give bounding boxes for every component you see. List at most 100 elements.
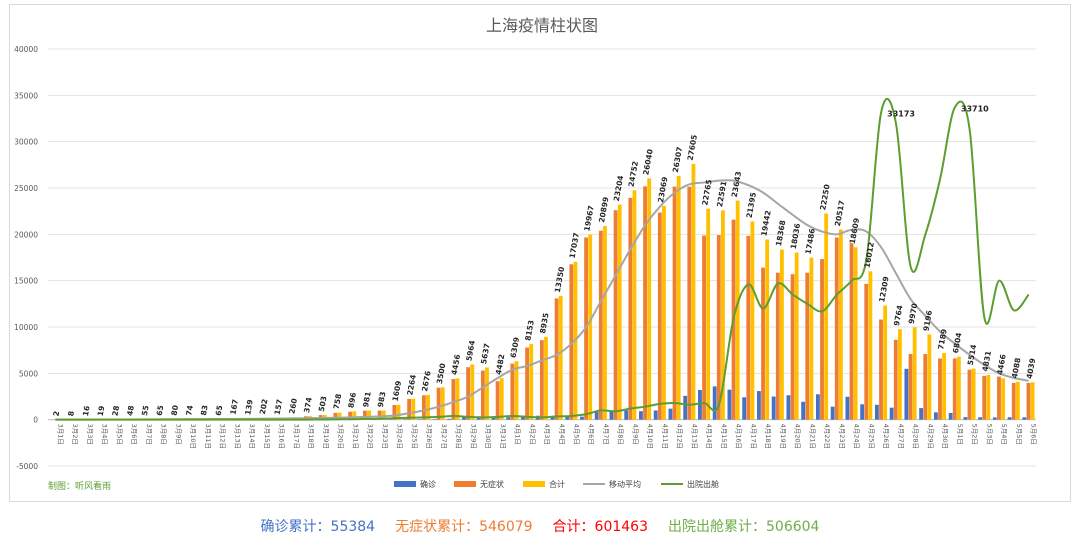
data-label: 80 [169,404,180,416]
data-label: 8153 [523,319,535,341]
legend-item: 出院出舱 [661,479,719,489]
data-label: 83 [199,404,210,416]
data-label: 19442 [759,210,772,237]
bar-合计 [1001,378,1006,420]
bar-确诊 [639,411,643,420]
bar-无症状 [362,410,367,420]
data-label: 9764 [892,304,904,326]
bar-确诊 [830,406,835,420]
bar-无症状 [908,354,913,420]
bar-确诊 [624,410,629,420]
data-label: 4482 [494,353,506,375]
data-label: 157 [273,399,285,416]
bar-合计 [558,295,563,420]
data-label: 74 [184,404,195,416]
data-label: 22591 [715,180,728,207]
bar-合计 [706,208,711,420]
x-tick-label: 3月1日 [56,424,64,445]
x-tick-label: 4月8日 [617,424,625,445]
data-label: 55 [140,405,151,417]
bar-确诊 [919,408,924,420]
data-label: 26307 [671,146,684,173]
bar-合计 [986,374,991,420]
x-tick-label: 3月14日 [248,424,256,449]
data-label: 6804 [951,332,963,354]
bar-无症状 [436,387,441,420]
data-label: 22250 [818,184,831,211]
data-label: 8 [66,410,76,417]
bar-确诊 [565,416,570,420]
data-label: 22765 [700,179,713,206]
bar-合计 [927,334,932,420]
x-tick-label: 5月2日 [971,424,979,445]
x-tick-label: 3月3日 [86,424,94,445]
y-tick-label: 5000 [19,369,38,378]
total-item: 无症状累计：546079 [395,519,533,535]
bar-合计 [1030,382,1035,420]
x-tick-label: 5月6日 [1030,424,1038,445]
data-label: 28 [110,405,121,417]
line-出院出舱 [55,97,1030,421]
data-label: 16 [81,405,92,417]
x-tick-label: 4月27日 [897,424,905,449]
x-tick-label: 4月14日 [705,424,713,449]
y-tick-label: 30000 [14,138,38,147]
x-tick-label: 4月6日 [587,424,595,445]
bar-合计 [750,221,755,420]
bar-确诊 [815,394,820,420]
legend-label: 合计 [549,479,565,489]
data-label: 4456 [450,354,462,376]
data-label: 24752 [627,160,640,187]
bar-确诊 [1022,417,1027,420]
data-label: 27605 [686,134,699,161]
bar-合计 [499,378,504,420]
bar-合计 [780,249,784,420]
bar-确诊 [992,417,997,420]
bar-确诊 [727,389,732,420]
bar-无症状 [938,358,942,420]
bar-合计 [455,378,460,420]
x-tick-label: 3月4日 [101,424,109,445]
bar-合计 [868,271,873,420]
x-tick-label: 4月12日 [676,424,684,449]
x-tick-label: 3月17日 [292,424,300,449]
x-tick-label: 3月16日 [278,424,286,449]
bar-确诊 [978,417,983,420]
data-label: 20517 [833,200,846,227]
bar-无症状 [525,347,530,420]
bar-无症状 [702,235,706,420]
bar-无症状 [598,230,603,420]
legend-label: 确诊 [420,479,436,489]
bar-合计 [381,410,386,420]
bar-确诊 [1007,417,1012,420]
x-tick-label: 3月6日 [130,424,138,445]
bar-合计 [544,336,548,420]
bar-无症状 [997,376,1001,420]
data-label: 202 [258,398,270,415]
y-tick-label: 20000 [14,230,38,239]
bar-合计 [529,344,534,420]
x-tick-label: 4月15日 [720,424,728,449]
x-tick-label: 4月2日 [528,424,536,445]
data-label: 48 [125,405,136,417]
bar-确诊 [860,404,865,420]
bar-合计 [588,234,593,420]
x-tick-label: 4月19日 [779,424,787,449]
x-tick-label: 3月19日 [322,424,330,449]
x-tick-label: 4月30日 [941,424,949,449]
bar-合计 [809,257,814,420]
bar-无症状 [923,354,928,420]
legend-item: 移动平均 [583,479,641,489]
bar-无症状 [657,212,662,420]
bar-合计 [794,252,799,420]
bar-合计 [632,190,637,420]
bar-无症状 [613,210,618,420]
data-label: 5514 [966,344,978,366]
bar-确诊 [668,408,673,420]
bar-无症状 [790,274,795,420]
bar-无症状 [687,186,692,420]
bar-无症状 [893,339,898,420]
data-label: 20899 [597,196,610,223]
x-tick-label: 3月30日 [484,424,492,449]
x-tick-label: 3月2日 [71,424,79,445]
